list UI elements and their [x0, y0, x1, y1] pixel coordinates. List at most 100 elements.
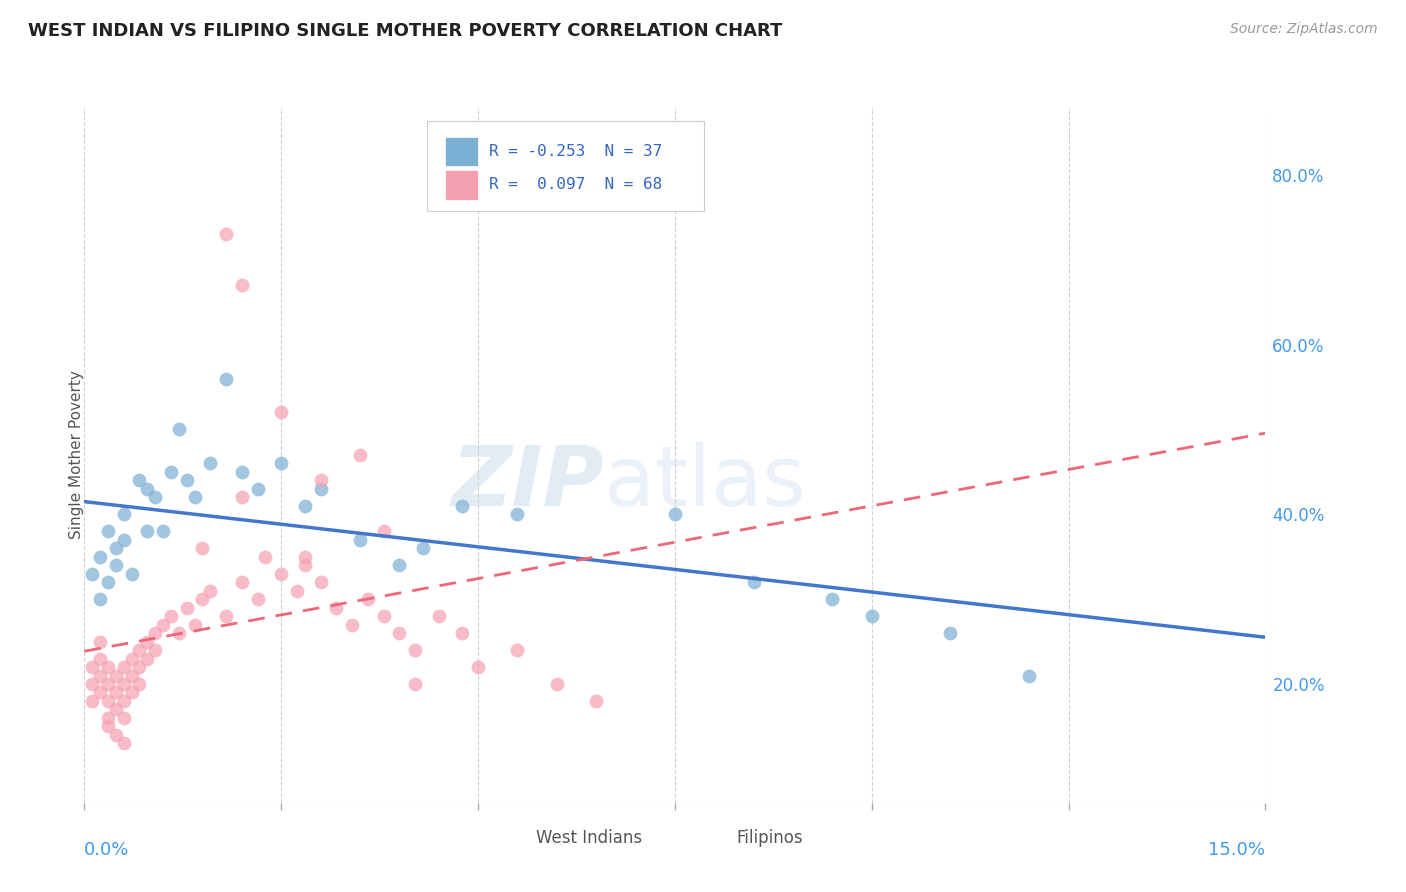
- Point: [112, 508, 135, 522]
- Point: [112, 736, 135, 750]
- Point: [939, 626, 962, 640]
- Point: [104, 702, 127, 716]
- Point: [246, 482, 269, 496]
- Point: [136, 634, 159, 648]
- Point: [231, 575, 253, 590]
- Point: [1018, 668, 1040, 682]
- Point: [104, 668, 127, 682]
- Point: [357, 592, 380, 607]
- Point: [340, 617, 363, 632]
- Text: Filipinos: Filipinos: [737, 829, 803, 847]
- Point: [294, 558, 316, 573]
- Point: [97, 711, 120, 725]
- Point: [451, 499, 474, 513]
- Point: [388, 558, 411, 573]
- Point: [349, 533, 371, 547]
- Point: [546, 677, 568, 691]
- Point: [373, 609, 395, 624]
- Point: [664, 508, 686, 522]
- Point: [388, 626, 411, 640]
- Point: [82, 677, 104, 691]
- Bar: [508, 827, 529, 848]
- Point: [97, 660, 120, 674]
- Point: [231, 491, 253, 505]
- Point: [860, 609, 883, 624]
- Bar: [444, 170, 478, 200]
- Text: 0.0%: 0.0%: [84, 841, 129, 859]
- Point: [167, 422, 190, 436]
- Point: [136, 482, 159, 496]
- Point: [82, 660, 104, 674]
- Bar: [444, 137, 478, 166]
- Point: [821, 592, 844, 607]
- Point: [89, 668, 111, 682]
- Point: [104, 541, 127, 556]
- Point: [112, 711, 135, 725]
- Point: [82, 694, 104, 708]
- Y-axis label: Single Mother Poverty: Single Mother Poverty: [69, 370, 83, 540]
- Text: ZIP: ZIP: [451, 442, 605, 524]
- Point: [89, 549, 111, 564]
- Point: [89, 634, 111, 648]
- Point: [254, 549, 277, 564]
- Point: [152, 524, 174, 539]
- Point: [183, 617, 205, 632]
- Point: [176, 600, 198, 615]
- Point: [585, 694, 607, 708]
- Point: [183, 491, 205, 505]
- FancyBboxPatch shape: [427, 121, 704, 211]
- Point: [143, 491, 166, 505]
- Point: [143, 643, 166, 657]
- Point: [97, 719, 120, 733]
- Point: [82, 566, 104, 581]
- Point: [97, 694, 120, 708]
- Point: [200, 457, 222, 471]
- Point: [121, 566, 143, 581]
- Point: [349, 448, 371, 462]
- Point: [215, 371, 238, 385]
- Point: [128, 643, 150, 657]
- Point: [112, 677, 135, 691]
- Point: [215, 227, 238, 242]
- Point: [97, 575, 120, 590]
- Text: West Indians: West Indians: [536, 829, 641, 847]
- Point: [506, 643, 529, 657]
- Text: Source: ZipAtlas.com: Source: ZipAtlas.com: [1230, 22, 1378, 37]
- Point: [143, 626, 166, 640]
- Bar: [709, 827, 730, 848]
- Point: [167, 626, 190, 640]
- Point: [121, 685, 143, 699]
- Point: [104, 558, 127, 573]
- Point: [270, 457, 292, 471]
- Point: [160, 465, 183, 479]
- Point: [112, 694, 135, 708]
- Text: atlas: atlas: [605, 442, 806, 524]
- Point: [294, 549, 316, 564]
- Point: [412, 541, 434, 556]
- Point: [121, 668, 143, 682]
- Point: [373, 524, 395, 539]
- Point: [104, 728, 127, 742]
- Point: [152, 617, 174, 632]
- Point: [231, 278, 253, 293]
- Point: [231, 465, 253, 479]
- Text: 15.0%: 15.0%: [1208, 841, 1265, 859]
- Point: [246, 592, 269, 607]
- Point: [325, 600, 347, 615]
- Point: [128, 474, 150, 488]
- Point: [270, 566, 292, 581]
- Point: [215, 609, 238, 624]
- Point: [191, 592, 214, 607]
- Point: [97, 677, 120, 691]
- Point: [467, 660, 489, 674]
- Text: R = -0.253  N = 37: R = -0.253 N = 37: [489, 145, 662, 159]
- Point: [128, 660, 150, 674]
- Point: [136, 524, 159, 539]
- Point: [506, 508, 529, 522]
- Point: [121, 651, 143, 665]
- Point: [309, 474, 332, 488]
- Point: [97, 524, 120, 539]
- Point: [112, 660, 135, 674]
- Point: [285, 583, 308, 598]
- Point: [270, 405, 292, 419]
